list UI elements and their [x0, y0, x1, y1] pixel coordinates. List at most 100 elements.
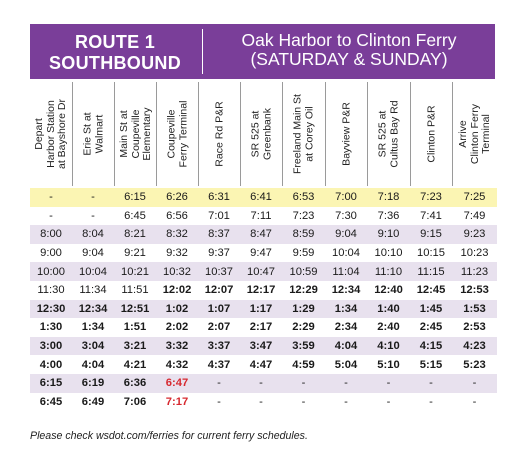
- time-cell: 9:23: [452, 225, 497, 244]
- time-cell: 10:47: [240, 262, 282, 281]
- time-cell: 3:59: [282, 336, 325, 356]
- time-cell: -: [198, 373, 240, 393]
- time-cell: 6:47: [156, 373, 198, 393]
- time-cell: 2:40: [377, 321, 400, 334]
- stop-name: Bayview P&R: [339, 102, 352, 166]
- time-cell: 5:15: [419, 358, 443, 371]
- time-cell: 1:53: [452, 299, 497, 319]
- time-cell: 10:10: [374, 247, 403, 260]
- stop-name: SR 525 at Greenbank: [249, 108, 273, 160]
- trip-row: 6:45 6:49 7:06 7:17 - - - - - - -: [30, 393, 497, 412]
- stop-name: Depart Harbor Station at Bayshore Dr: [32, 98, 68, 170]
- time-cell: 7:17: [165, 395, 189, 408]
- time-cell: 6:36: [114, 373, 156, 393]
- time-cell: 8:47: [240, 225, 282, 244]
- time-cell: 11:10: [367, 262, 410, 281]
- time-cell: 6:19: [72, 373, 114, 393]
- stop-name: Main St at Coupeville Elementary: [117, 107, 153, 161]
- time-cell: -: [386, 395, 391, 408]
- time-cell: -: [301, 395, 306, 408]
- time-cell: 10:37: [198, 262, 240, 281]
- trip-row: 4:00 4:04 4:21 4:32 4:37 4:47 4:59 5:04 5:10 5:15…: [30, 355, 497, 374]
- stop-name: SR 525 at Cultus Bay Rd: [376, 100, 401, 168]
- time-cell: 5:04: [334, 358, 358, 371]
- time-cell: 4:04: [81, 358, 105, 371]
- time-cell: 2:07: [207, 321, 231, 334]
- time-cell: 4:00: [39, 358, 63, 371]
- trip-row: 12:30 12:34 12:51 1:02 1:07 1:17 1:29 1:34 1:40 1…: [30, 299, 497, 319]
- time-cell: 1:34: [81, 321, 105, 334]
- time-cell: -: [30, 188, 72, 207]
- time-cell: -: [91, 209, 95, 222]
- stop-name: Freeland Main St at Corey Oil: [291, 94, 316, 174]
- time-cell: 7:11: [250, 209, 272, 222]
- footer-note: Please check wsdot.com/ferries for curre…: [30, 430, 308, 442]
- time-cell: 12:40: [374, 284, 403, 297]
- time-cell: -: [282, 373, 325, 393]
- route-title: ROUTE 1 SOUTHBOUND: [49, 32, 181, 73]
- time-cell: 10:32: [156, 262, 198, 281]
- time-cell: 12:53: [460, 284, 489, 297]
- time-cell: -: [429, 395, 433, 408]
- trip-row: 3:00 3:04 3:21 3:32 3:37 3:47 3:59 4:04 4:10 4:15…: [30, 336, 497, 356]
- time-cell: 9:47: [250, 247, 272, 260]
- stop-name: Race Rd P&R: [212, 101, 225, 167]
- time-cell: 1:07: [198, 299, 240, 319]
- time-cell: 2:53: [463, 321, 486, 334]
- time-cell: 7:23: [292, 209, 315, 222]
- time-cell: 1:51: [123, 321, 147, 334]
- time-cell: 12:45: [416, 284, 446, 297]
- stop-header-cell: Freeland Main St at Corey Oil: [282, 82, 325, 186]
- trip-row: 1:30 1:34 1:51 2:02 2:07 2:17 2:29 2:34 2:40 2:45…: [30, 318, 497, 337]
- time-cell: 2:17: [249, 321, 273, 334]
- stop-name: Clinton P&R: [424, 105, 437, 163]
- time-cell: 7:41: [420, 209, 442, 222]
- time-cell: 7:18: [367, 188, 410, 207]
- time-cell: 11:15: [410, 262, 452, 281]
- time-cell: 2:02: [165, 321, 189, 334]
- time-cell: 10:23: [460, 247, 489, 260]
- time-cell: 4:37: [207, 358, 231, 371]
- time-cell: 11:51: [121, 284, 149, 297]
- stop-name: Coupeville Ferry Terminal: [165, 100, 189, 168]
- time-cell: 12:34: [331, 284, 361, 297]
- time-cell: 8:00: [30, 225, 72, 244]
- time-cell: -: [240, 373, 282, 393]
- time-cell: 2:45: [419, 321, 443, 334]
- stop-header-cell: Depart Harbor Station at Bayshore Dr: [30, 82, 72, 186]
- time-cell: 10:04: [332, 247, 360, 260]
- stop-header-cell: Bayview P&R: [325, 82, 367, 186]
- time-cell: 5:23: [463, 358, 486, 371]
- route-subtitle: Oak Harbor to Clinton Ferry (SATURDAY & …: [241, 30, 457, 69]
- time-cell: 1:34: [325, 299, 367, 319]
- stop-header-row: Depart Harbor Station at Bayshore Dr Erie…: [30, 82, 495, 186]
- time-cell: 7:00: [325, 188, 367, 207]
- time-cell: -: [344, 395, 348, 408]
- time-cell: 10:00: [30, 262, 72, 281]
- time-cell: 2:29: [292, 321, 315, 334]
- time-cell: 6:45: [39, 395, 63, 408]
- time-cell: 4:32: [165, 358, 189, 371]
- time-cell: 12:51: [114, 299, 156, 319]
- stop-header-cell: Erie St at Walmart: [72, 82, 114, 186]
- time-cell: 2:34: [334, 321, 358, 334]
- time-cell: 12:02: [162, 284, 192, 297]
- time-cell: 4:21: [123, 358, 147, 371]
- time-cell: 4:47: [249, 358, 273, 371]
- time-cell: 11:34: [79, 284, 107, 297]
- time-cell: 6:45: [124, 209, 146, 222]
- stop-header-cell: SR 525 at Cultus Bay Rd: [367, 82, 410, 186]
- time-cell: -: [217, 395, 221, 408]
- trip-row: - - 6:45 6:56 7:01 7:11 7:23 7:30 7:36 7:41 7:49: [30, 207, 497, 226]
- time-cell: -: [72, 188, 114, 207]
- stop-header-cell: Arrive Clinton Ferry Terminal: [452, 82, 497, 186]
- time-cell: 12:29: [289, 284, 318, 297]
- time-cell: 1:30: [39, 321, 63, 334]
- stop-header-cell: Race Rd P&R: [198, 82, 240, 186]
- stop-header-cell: Coupeville Ferry Terminal: [156, 82, 198, 186]
- time-cell: 6:41: [240, 188, 282, 207]
- stop-name: Arrive Clinton Ferry Terminal: [456, 103, 492, 165]
- time-cell: 1:29: [282, 299, 325, 319]
- time-cell: 4:23: [452, 336, 497, 356]
